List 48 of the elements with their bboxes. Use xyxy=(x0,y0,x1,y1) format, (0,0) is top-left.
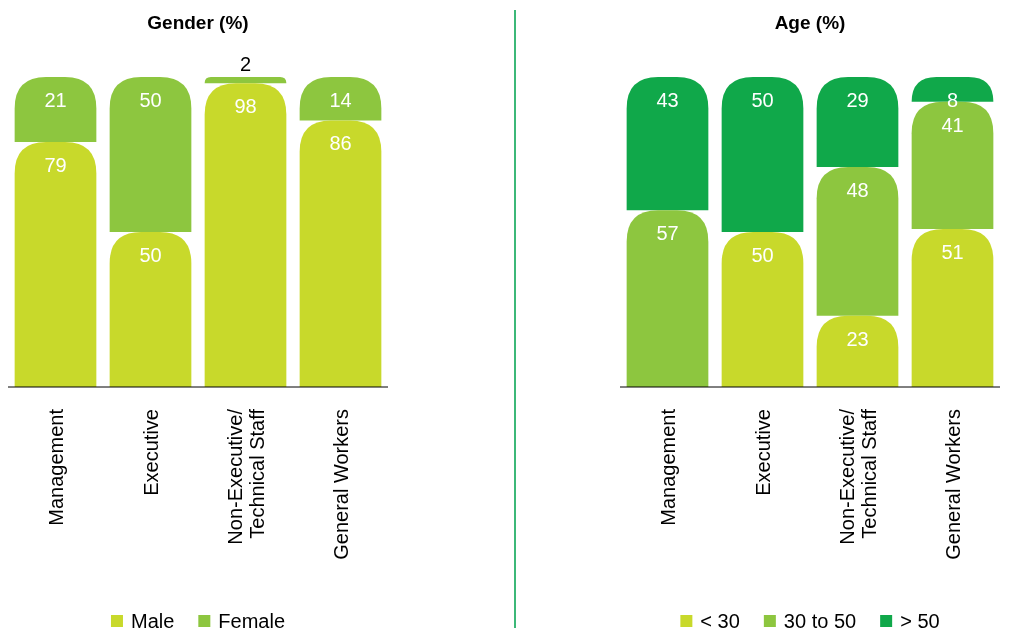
data-label: 8 xyxy=(946,89,959,111)
data-label: 14 xyxy=(329,89,352,111)
bar xyxy=(204,77,287,84)
bar xyxy=(816,77,899,167)
x-tick-label: Management xyxy=(656,408,679,526)
chart-title: Age (%) xyxy=(774,12,846,33)
data-label: 21 xyxy=(44,89,67,111)
data-label: 43 xyxy=(656,89,679,111)
data-label: 57 xyxy=(656,222,679,245)
data-label: 98 xyxy=(234,95,257,118)
data-label: 79 xyxy=(44,154,67,177)
data-label: 51 xyxy=(941,240,964,263)
legend-label: > 50 xyxy=(900,610,940,632)
bar xyxy=(109,232,192,387)
x-tick-label: Management xyxy=(44,408,67,526)
bar xyxy=(911,228,994,387)
data-label: 23 xyxy=(846,327,869,350)
x-tick-label: General Workers xyxy=(329,409,352,560)
x-tick-label: Non-Executive/ Technical Staff xyxy=(223,408,268,545)
bar xyxy=(299,120,382,387)
chart-title: Gender (%) xyxy=(147,12,249,33)
bar xyxy=(721,77,804,232)
bar xyxy=(626,77,709,211)
bar xyxy=(626,210,709,387)
data-label: 86 xyxy=(329,132,352,155)
bar xyxy=(109,77,192,232)
data-label: 50 xyxy=(139,244,162,266)
bar xyxy=(14,142,97,387)
bar xyxy=(721,232,804,387)
bar xyxy=(204,83,287,387)
legend-label: 30 to 50 xyxy=(783,610,857,632)
data-label: 50 xyxy=(139,89,162,111)
x-tick-label: Executive xyxy=(139,409,162,496)
data-label: 50 xyxy=(751,244,774,266)
data-label: 29 xyxy=(846,89,869,111)
bar xyxy=(14,77,97,143)
legend-label: Female xyxy=(218,610,286,632)
legend-label: < 30 xyxy=(700,610,740,632)
legend-label: Male xyxy=(130,610,175,632)
x-tick-label: General Workers xyxy=(941,409,964,560)
bar xyxy=(816,315,899,387)
data-label: 41 xyxy=(941,113,964,136)
data-label: 50 xyxy=(751,89,774,111)
data-label: 2 xyxy=(239,53,252,75)
bar xyxy=(816,166,899,316)
data-label: 48 xyxy=(846,178,869,201)
x-tick-label: Non-Executive/ Technical Staff xyxy=(835,408,880,545)
x-tick-label: Executive xyxy=(751,409,774,496)
